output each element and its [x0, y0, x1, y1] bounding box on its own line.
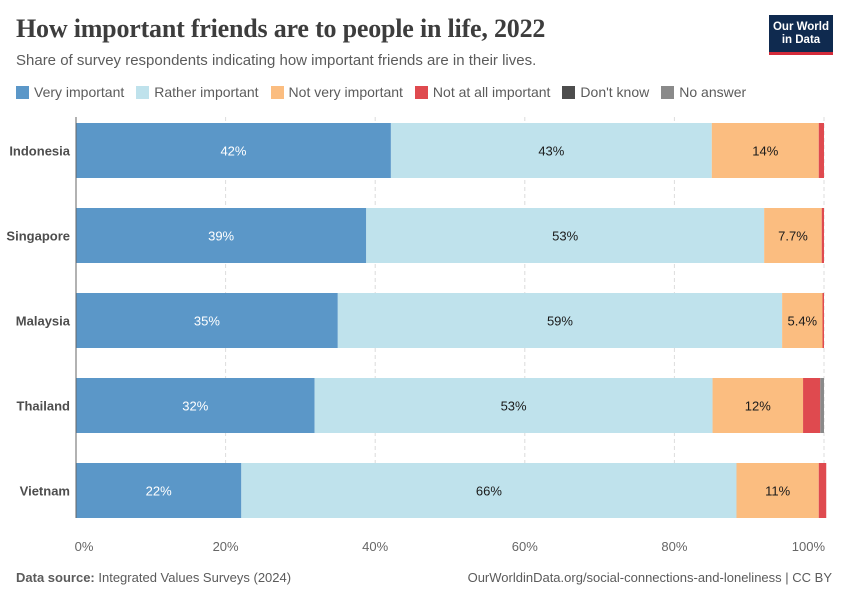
legend-swatch	[136, 85, 150, 99]
bar-segment[interactable]	[822, 293, 824, 348]
chart-legend: Very important Rather important Not very…	[16, 84, 758, 100]
legend-label: Don't know	[580, 84, 650, 100]
data-label: 43%	[538, 144, 564, 159]
data-label: 35%	[194, 314, 220, 329]
legend-label: No answer	[679, 84, 747, 100]
data-label: 53%	[501, 399, 527, 414]
legend-swatch	[16, 85, 29, 99]
data-label: 32%	[182, 399, 208, 414]
category-label: Indonesia	[9, 144, 70, 159]
bar-segment[interactable]	[711, 123, 819, 178]
x-tick-label: 20%	[213, 539, 239, 554]
bar-segment[interactable]	[76, 123, 391, 178]
data-label: 22%	[146, 484, 172, 499]
bar-segment[interactable]	[818, 463, 827, 518]
bar-segment[interactable]	[712, 378, 804, 433]
footer-url[interactable]: OurWorldinData.org/social-connections-an…	[467, 570, 832, 585]
category-label: Malaysia	[16, 314, 71, 329]
x-tick-label: 80%	[661, 539, 687, 554]
category-label: Singapore	[6, 229, 70, 244]
legend-item-no-answer[interactable]: No answer	[661, 84, 746, 100]
legend-item-very-important[interactable]: Very important	[16, 84, 124, 100]
data-label: 12%	[745, 399, 771, 414]
legend-swatch	[270, 85, 284, 99]
bar-segment[interactable]	[314, 378, 713, 433]
legend-label: Very important	[34, 84, 125, 100]
owid-logo[interactable]: Our World in Data	[769, 15, 833, 55]
legend-swatch	[661, 85, 675, 99]
bar-segment[interactable]	[76, 293, 338, 348]
logo-line-2: in Data	[781, 33, 821, 46]
category-label: Vietnam	[20, 484, 70, 499]
x-tick-label: 0%	[75, 539, 94, 554]
data-label: 59%	[547, 314, 573, 329]
logo-line-1: Our World	[772, 20, 829, 33]
bar-segment[interactable]	[820, 378, 824, 433]
bar-segment[interactable]	[782, 293, 823, 348]
data-label: 7.7%	[778, 229, 808, 244]
data-label: 39%	[208, 229, 234, 244]
data-source-label: Data source:	[16, 570, 95, 585]
bar-segment[interactable]	[390, 123, 712, 178]
bar-segment[interactable]	[366, 208, 765, 263]
bar-segment[interactable]	[821, 208, 824, 263]
data-label: 11%	[765, 484, 790, 499]
x-tick-label: 60%	[512, 539, 538, 554]
legend-item-dont-know[interactable]: Don't know	[562, 84, 649, 100]
x-tick-label: 100%	[792, 539, 826, 554]
data-source-text[interactable]: Integrated Values Surveys (2024)	[98, 570, 292, 585]
chart-title: How important friends are to people in l…	[16, 14, 546, 43]
legend-item-rather-important[interactable]: Rather important	[136, 84, 259, 100]
data-source: Data source: Integrated Values Surveys (…	[16, 570, 291, 585]
bar-segment[interactable]	[76, 378, 315, 433]
bar-segment[interactable]	[803, 378, 821, 433]
bar-segment[interactable]	[76, 208, 367, 263]
legend-item-not-very-important[interactable]: Not very important	[270, 84, 403, 100]
chart-subtitle: Share of survey respondents indicating h…	[16, 52, 537, 69]
legend-label: Rather important	[154, 84, 259, 100]
data-label: 53%	[552, 229, 578, 244]
data-label: 66%	[476, 484, 502, 499]
bar-segment[interactable]	[241, 463, 737, 518]
category-label: Thailand	[17, 399, 71, 414]
data-label: 5.4%	[787, 314, 817, 329]
x-tick-label: 40%	[362, 539, 388, 554]
bar-segment[interactable]	[76, 463, 242, 518]
legend-item-not-at-all-important[interactable]: Not at all important	[414, 84, 551, 100]
legend-swatch	[562, 85, 576, 99]
legend-label: Not at all important	[432, 84, 551, 100]
data-label: 42%	[220, 144, 246, 159]
bar-segment[interactable]	[764, 208, 822, 263]
bar-segment[interactable]	[736, 463, 819, 518]
legend-swatch	[414, 85, 428, 99]
legend-label: Not very important	[288, 84, 403, 100]
bar-segment[interactable]	[818, 123, 824, 178]
data-label: 14%	[752, 144, 778, 159]
bar-segment[interactable]	[337, 293, 783, 348]
